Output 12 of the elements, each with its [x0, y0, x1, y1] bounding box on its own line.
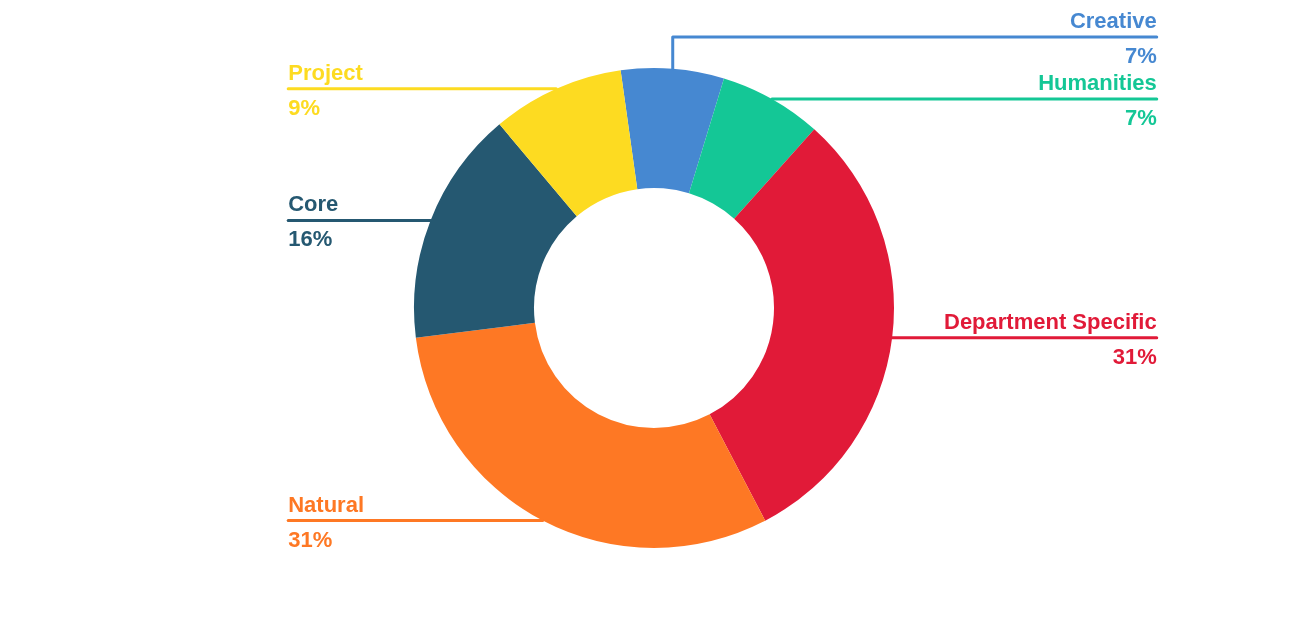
data-label: 16% [288, 226, 333, 252]
data-label: 7% [1124, 105, 1157, 131]
slice-label: Humanities [1038, 69, 1157, 95]
data-label: 31% [1112, 343, 1157, 369]
slice-label: Department Specific [943, 308, 1157, 334]
data-label: 7% [1124, 43, 1157, 69]
slice-label: Creative [1069, 7, 1157, 33]
slice-label: Project [288, 59, 364, 85]
data-label: 31% [288, 526, 333, 552]
slice-label: Core [288, 191, 339, 217]
data-label: 9% [288, 94, 320, 120]
slice-label: Natural [288, 491, 364, 517]
